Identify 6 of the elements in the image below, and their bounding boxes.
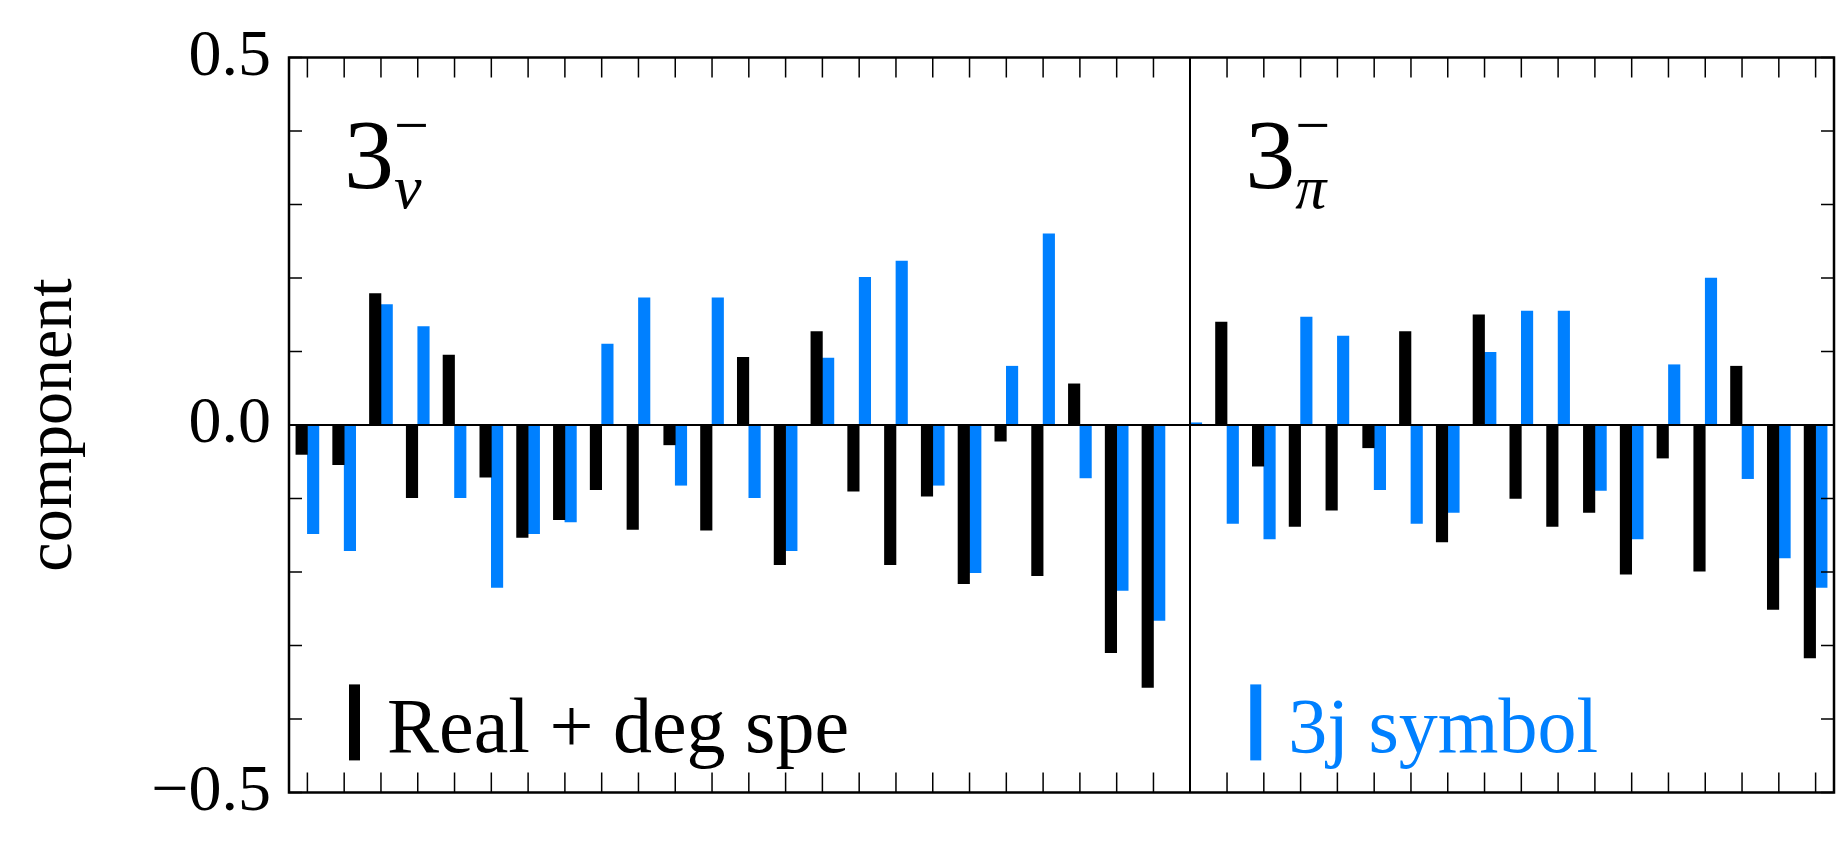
legend-label: 3j symbol xyxy=(1288,682,1599,770)
y-tick-label: 0.5 xyxy=(188,15,271,89)
y-tick-label: 0.0 xyxy=(188,383,271,457)
y-tick-label: −0.5 xyxy=(151,750,271,824)
y-axis-title: component xyxy=(11,278,85,572)
legend-label: Real + deg spe xyxy=(387,682,850,770)
